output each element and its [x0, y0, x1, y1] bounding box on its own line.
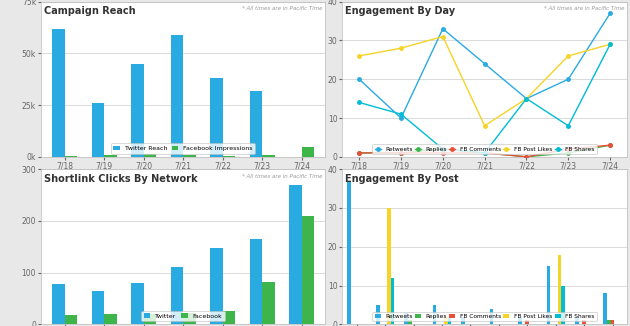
FB Comments	[481, 151, 488, 155]
Bar	[561, 286, 565, 324]
Bar	[210, 78, 222, 157]
Retweets	[355, 77, 363, 81]
Bar	[65, 315, 77, 324]
FB Comments	[564, 147, 572, 151]
Bar	[302, 216, 314, 324]
Bar	[210, 248, 222, 324]
FB Shares	[564, 124, 572, 128]
Bar	[91, 103, 104, 157]
Text: * All times are in Pacific Time: * All times are in Pacific Time	[242, 6, 323, 11]
Bar	[262, 282, 275, 324]
Bar	[171, 35, 183, 157]
FB Comments	[439, 151, 447, 155]
FB Post Likes	[523, 96, 530, 100]
Bar	[222, 156, 235, 157]
FB Post Likes	[606, 42, 614, 46]
Legend: Twitter, Facebook: Twitter, Facebook	[141, 311, 225, 321]
Bar	[376, 305, 379, 324]
Bar	[408, 320, 411, 324]
FB Shares	[606, 42, 614, 46]
Bar	[387, 208, 391, 324]
Line: FB Shares: FB Shares	[357, 43, 612, 155]
Bar	[144, 314, 156, 324]
Bar	[546, 266, 550, 324]
Legend: Retweets, Replies, FB Comments, FB Post Likes, FB Shares: Retweets, Replies, FB Comments, FB Post …	[372, 144, 597, 154]
Bar	[131, 283, 144, 324]
Retweets	[397, 116, 404, 120]
Retweets	[439, 27, 447, 31]
FB Post Likes	[397, 46, 404, 50]
Bar	[249, 91, 262, 157]
Bar	[404, 313, 408, 324]
Bar	[249, 239, 262, 324]
FB Post Likes	[564, 54, 572, 58]
Line: FB Post Likes: FB Post Likes	[357, 35, 612, 127]
Bar	[582, 320, 586, 324]
FB Shares	[481, 151, 488, 155]
Bar	[447, 317, 451, 324]
Replies	[523, 155, 530, 159]
Legend: Retweets, Replies, FB Comments, FB Post Likes, FB Shares: Retweets, Replies, FB Comments, FB Post …	[372, 312, 597, 321]
Bar	[65, 156, 77, 157]
Retweets	[564, 77, 572, 81]
Bar	[461, 317, 465, 324]
Retweets	[606, 11, 614, 15]
Text: Shortlink Clicks By Network: Shortlink Clicks By Network	[44, 174, 197, 184]
Legend: Twitter Reach, Facebook Impressions: Twitter Reach, Facebook Impressions	[111, 143, 255, 154]
Line: FB Comments: FB Comments	[357, 143, 612, 158]
Replies	[397, 151, 404, 155]
Bar	[558, 255, 561, 324]
Bar	[289, 185, 302, 324]
FB Post Likes	[439, 35, 447, 38]
Bar	[444, 317, 447, 324]
Line: Replies: Replies	[357, 143, 612, 158]
FB Comments	[355, 151, 363, 155]
Bar	[91, 291, 104, 324]
Bar	[183, 156, 196, 157]
Replies	[481, 151, 488, 155]
FB Comments	[523, 155, 530, 159]
Bar	[391, 278, 394, 324]
Bar	[171, 267, 183, 324]
Bar	[610, 320, 614, 324]
Bar	[104, 314, 117, 324]
Bar	[131, 64, 144, 157]
Text: Engagement By Day: Engagement By Day	[345, 6, 455, 16]
Retweets	[481, 62, 488, 66]
Text: * All times are in Pacific Time: * All times are in Pacific Time	[544, 6, 624, 11]
Bar	[607, 320, 610, 324]
Bar	[183, 313, 196, 324]
Replies	[564, 151, 572, 155]
FB Shares	[355, 100, 363, 104]
Bar	[52, 28, 65, 157]
Bar	[302, 147, 314, 157]
Bar	[433, 305, 437, 324]
Text: Campaign Reach: Campaign Reach	[44, 6, 135, 16]
Bar	[604, 293, 607, 324]
Bar	[262, 155, 275, 157]
FB Shares	[397, 112, 404, 116]
FB Post Likes	[481, 124, 488, 128]
FB Comments	[397, 151, 404, 155]
Bar	[222, 311, 235, 324]
Bar	[575, 317, 578, 324]
FB Comments	[606, 143, 614, 147]
Bar	[525, 320, 529, 324]
Bar	[104, 155, 117, 157]
Text: * All times are in Pacific Time: * All times are in Pacific Time	[242, 174, 323, 179]
Retweets	[523, 96, 530, 100]
Replies	[606, 143, 614, 147]
Replies	[355, 151, 363, 155]
Bar	[144, 154, 156, 157]
Bar	[347, 181, 351, 324]
Bar	[52, 284, 65, 324]
Line: Retweets: Retweets	[357, 11, 612, 120]
Bar	[490, 309, 493, 324]
Replies	[439, 147, 447, 151]
Bar	[518, 317, 522, 324]
FB Shares	[523, 96, 530, 100]
FB Post Likes	[355, 54, 363, 58]
FB Shares	[439, 147, 447, 151]
Text: Engagement By Post: Engagement By Post	[345, 174, 459, 184]
